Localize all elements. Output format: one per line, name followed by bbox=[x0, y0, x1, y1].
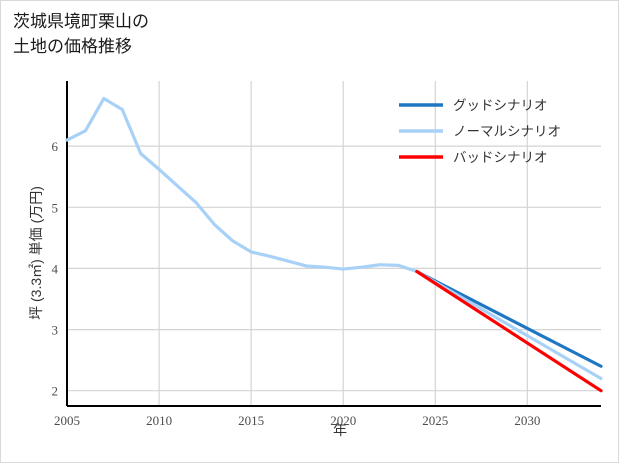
series-line-1 bbox=[415, 269, 603, 368]
series-line-3 bbox=[415, 269, 603, 393]
series-line-0 bbox=[65, 96, 419, 274]
x-tick-label: 2025 bbox=[422, 413, 448, 428]
legend-label-1: ノーマルシナリオ bbox=[453, 124, 561, 139]
series-line-2 bbox=[415, 269, 603, 381]
y-tick-label: 6 bbox=[52, 139, 59, 154]
y-tick-label: 2 bbox=[52, 384, 59, 399]
chart-title: 茨城県境町栗山の 土地の価格推移 bbox=[13, 12, 149, 56]
y-tick-label: 3 bbox=[52, 323, 59, 338]
x-tick-label: 2015 bbox=[238, 413, 264, 428]
legend-label-0: グッドシナリオ bbox=[453, 98, 548, 113]
axis-lines bbox=[66, 81, 601, 407]
y-axis-title: 坪 (3.3㎡) 単価 (万円) bbox=[28, 186, 44, 320]
legend-label-2: バッドシナリオ bbox=[453, 150, 548, 165]
x-tick-label: 2010 bbox=[146, 413, 172, 428]
x-tick-label: 2005 bbox=[54, 413, 80, 428]
series-lines bbox=[65, 96, 603, 393]
x-tick-label: 2020 bbox=[330, 413, 356, 428]
x-tick-label: 2030 bbox=[514, 413, 540, 428]
y-tick-label: 4 bbox=[52, 261, 59, 276]
x-axis-title: 年 bbox=[333, 422, 347, 438]
y-tick-label: 5 bbox=[52, 200, 59, 215]
y-axis-tick-labels: 2 3 4 5 6 bbox=[52, 139, 59, 399]
x-axis-tick-labels: 2005 2010 2015 2020 2025 2030 bbox=[54, 413, 540, 428]
gridlines bbox=[66, 81, 601, 406]
